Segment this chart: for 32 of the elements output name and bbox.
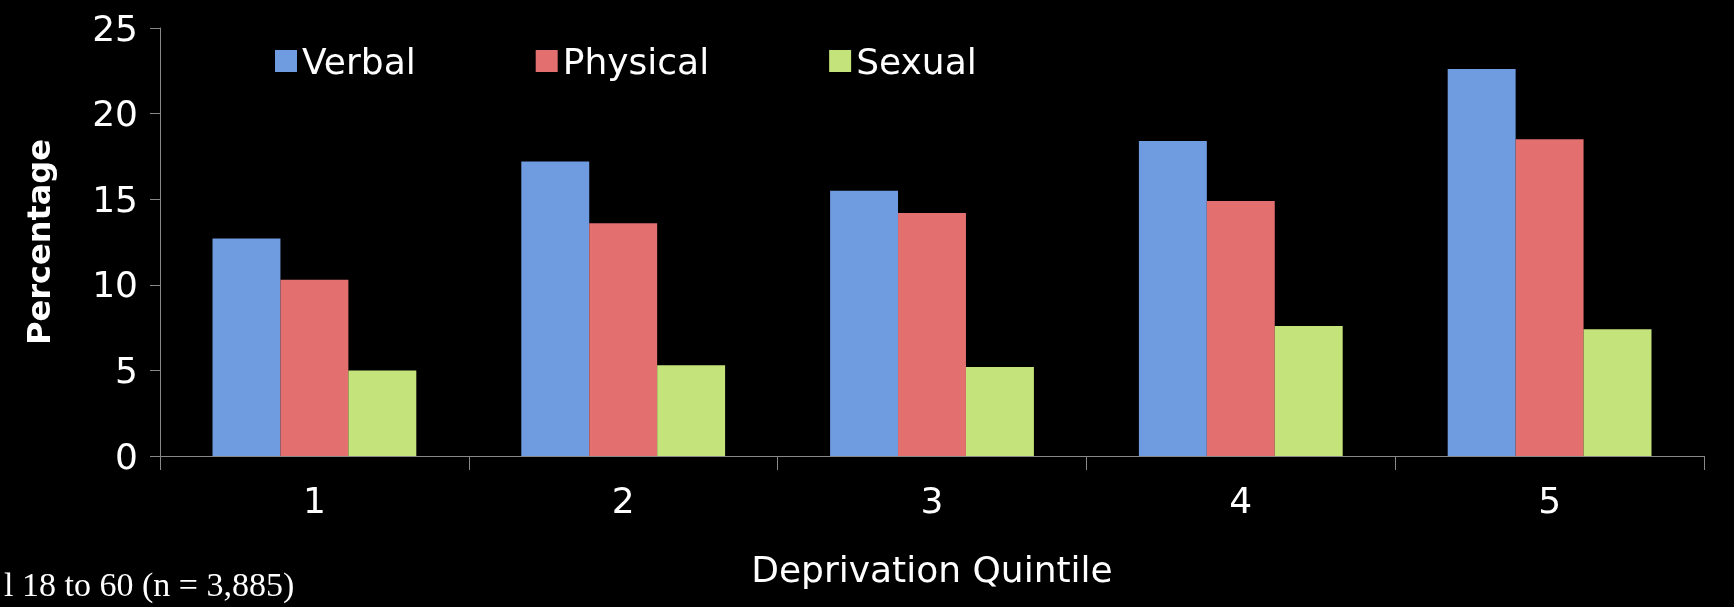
y-tick-label: 15 bbox=[92, 178, 138, 220]
y-tick-label: 0 bbox=[115, 435, 138, 477]
y-tick-label: 20 bbox=[92, 93, 138, 135]
bar bbox=[521, 161, 590, 456]
bar bbox=[898, 212, 966, 456]
x-tick-label: 5 bbox=[1538, 479, 1562, 521]
bar bbox=[589, 223, 658, 456]
bar bbox=[830, 190, 899, 456]
x-tick-label: 1 bbox=[302, 479, 326, 521]
bar bbox=[1138, 140, 1207, 456]
bar bbox=[1583, 329, 1652, 456]
bar bbox=[348, 370, 417, 456]
legend-label: Sexual bbox=[856, 40, 977, 82]
y-axis-title: Percentage bbox=[20, 139, 58, 345]
x-tick-label: 2 bbox=[611, 479, 635, 521]
bar bbox=[1206, 200, 1275, 456]
x-tick-label: 4 bbox=[1229, 479, 1253, 521]
bar bbox=[280, 279, 349, 456]
bar bbox=[965, 366, 1034, 456]
legend-label: Physical bbox=[562, 40, 710, 82]
bar bbox=[1515, 139, 1584, 456]
y-tick-label: 5 bbox=[115, 349, 138, 391]
bar bbox=[212, 238, 281, 456]
bar bbox=[1274, 325, 1343, 456]
bar bbox=[1447, 69, 1516, 456]
x-axis-title: Deprivation Quintile bbox=[751, 548, 1113, 590]
text: l 18 to 60 (n = 3,885) bbox=[4, 565, 295, 604]
legend-label: Verbal bbox=[302, 40, 416, 82]
y-tick-label: 25 bbox=[92, 7, 138, 49]
bar bbox=[657, 365, 726, 456]
y-tick-label: 10 bbox=[92, 264, 138, 306]
x-tick-label: 3 bbox=[920, 479, 944, 521]
